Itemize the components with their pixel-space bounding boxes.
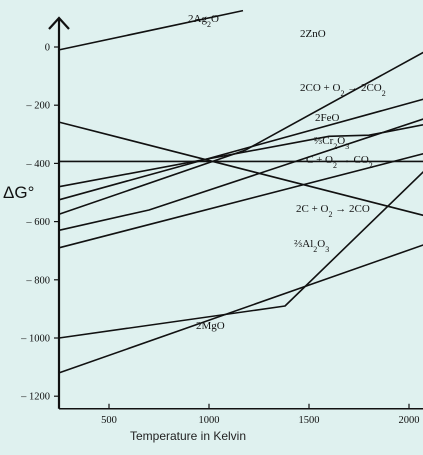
series-label-4: ⅔Cr2O3: [314, 135, 349, 151]
series-labels: 2Ag2O 2ZnO 2CO + O2 → 2CO2 2FeO ⅔Cr2O3 C + O2…: [188, 13, 386, 332]
axes: 0 – 200 – 400 – 600 – 800 – 1000 – 1200 500 1000…: [20, 16, 423, 426]
series-line-6: [58, 121, 423, 217]
series-label-0: 2Ag2O: [188, 13, 219, 29]
y-tick-label: – 200: [25, 101, 50, 112]
x-tick-label: 500: [101, 415, 117, 426]
series-line-1: [58, 51, 423, 216]
y-tick-label: – 1000: [20, 334, 50, 345]
series-lines: [58, 9, 423, 374]
series-line-4: [58, 153, 423, 249]
x-axis-label: Temperature in Kelvin: [130, 429, 246, 443]
y-tick-label: – 400: [25, 159, 50, 170]
series-line-0: [58, 9, 244, 51]
series-line-9: [58, 118, 423, 232]
series-label-8: 2MgO: [196, 320, 225, 332]
series-label-3: 2FeO: [315, 112, 340, 124]
series-line-7: [58, 244, 423, 374]
y-axis-label: ΔG°: [3, 183, 34, 202]
series-label-6: 2C + O2 → 2CO: [296, 203, 370, 219]
y-tick-label: – 600: [25, 217, 50, 228]
y-tick-label: – 1200: [20, 392, 50, 403]
series-label-1: 2ZnO: [300, 28, 326, 40]
series-label-7: ⅔Al2O3: [294, 238, 329, 254]
x-tick-label: 1000: [199, 415, 220, 426]
series-label-2: 2CO + O2 → 2CO2: [300, 82, 386, 98]
series-label-5: C + O2 → CO2: [306, 154, 373, 170]
y-tick-label: 0: [45, 43, 50, 54]
x-tick-label: 2000: [399, 415, 420, 426]
series-line-8: [58, 171, 423, 339]
y-tick-label: – 800: [25, 275, 50, 286]
x-tick-label: 1500: [299, 415, 320, 426]
y-axis-arrow: [48, 16, 70, 30]
series-line-2: [58, 98, 423, 201]
